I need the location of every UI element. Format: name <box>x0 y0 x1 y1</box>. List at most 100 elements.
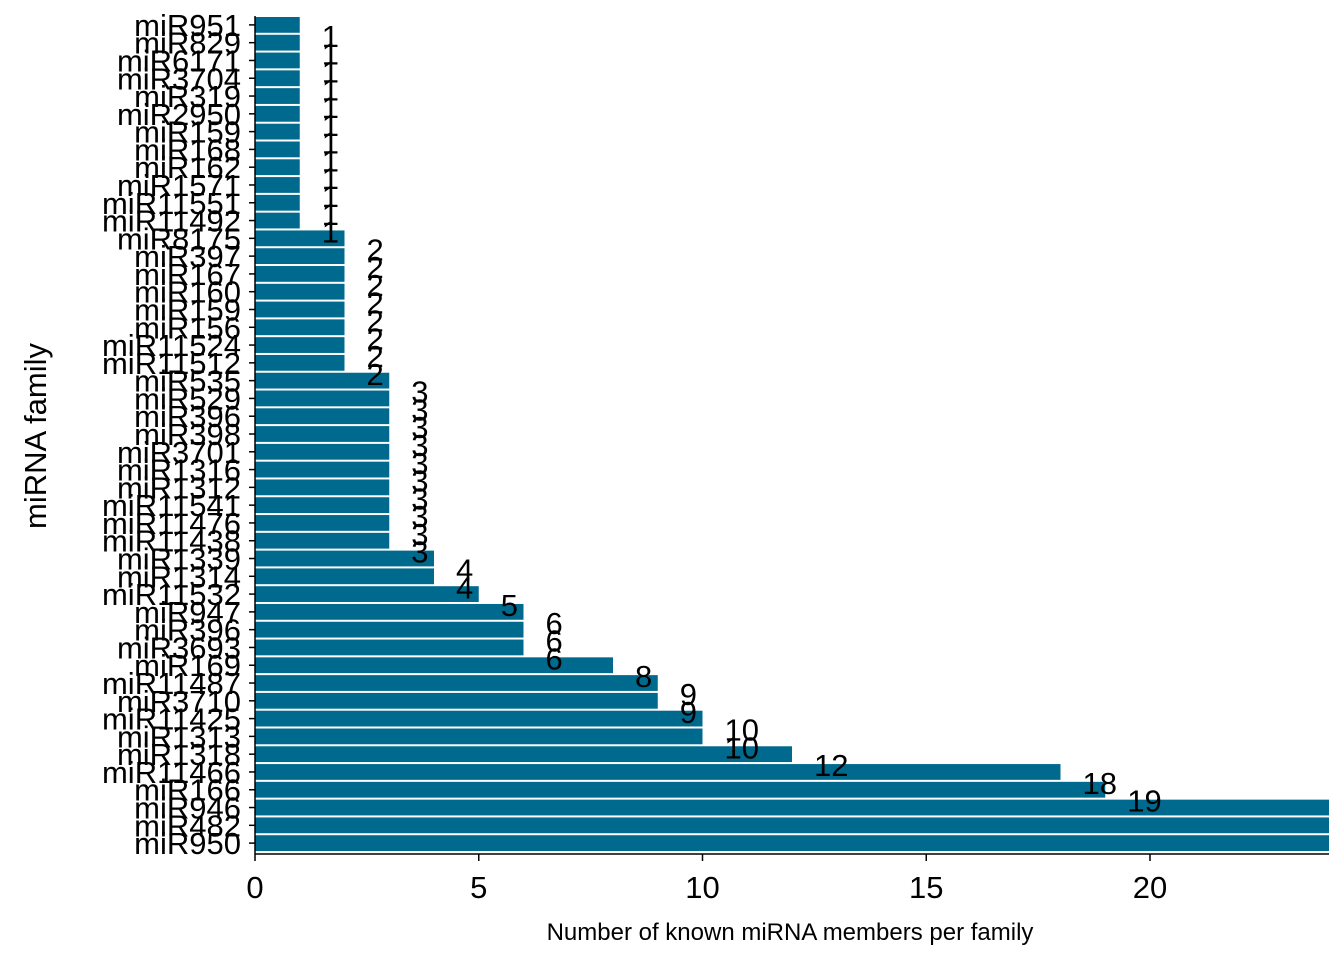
bar <box>255 194 300 211</box>
x-tick-label: 0 <box>246 870 263 905</box>
bar <box>255 764 1061 780</box>
y-tick-label: miR169 <box>134 648 241 683</box>
data-label: 1 <box>322 90 339 125</box>
bar <box>255 34 300 51</box>
bar <box>255 319 345 336</box>
y-tick-label: miR11425 <box>102 702 241 737</box>
y-tick-label: miR1339 <box>117 542 241 577</box>
data-label: 1 <box>322 126 339 161</box>
data-label: 3 <box>411 535 428 570</box>
bar <box>255 88 300 104</box>
data-label: 10 <box>725 713 759 748</box>
y-tick-label: miR8175 <box>117 221 241 256</box>
x-tick-label: 15 <box>909 870 943 905</box>
data-label: 12 <box>814 748 848 783</box>
bar <box>255 479 390 496</box>
bar <box>255 728 703 745</box>
bar <box>255 657 613 674</box>
bar <box>255 817 1329 834</box>
data-label: 3 <box>411 375 428 410</box>
data-label: 2 <box>367 357 384 392</box>
data-label: 3 <box>411 446 428 481</box>
bar <box>255 372 390 389</box>
bar <box>255 603 524 620</box>
y-tick-label: miR166 <box>134 773 241 808</box>
bar <box>255 568 434 585</box>
data-label: 3 <box>411 499 428 534</box>
y-tick-label: miR396 <box>134 399 241 434</box>
bar <box>255 159 300 176</box>
bar <box>255 408 390 425</box>
y-tick-label: miR11476 <box>102 506 241 541</box>
bar <box>255 52 300 69</box>
bar <box>255 123 300 140</box>
bar <box>255 710 703 727</box>
x-tick-label: 20 <box>1133 870 1167 905</box>
data-label: 9 <box>680 677 697 712</box>
data-label: 1 <box>322 179 339 214</box>
x-tick-label: 10 <box>685 870 719 905</box>
bar <box>255 105 300 122</box>
bar <box>255 177 300 193</box>
bar <box>255 515 390 531</box>
bar <box>255 337 345 353</box>
data-label: 10 <box>725 730 759 765</box>
bar <box>255 586 479 602</box>
y-tick-label: miR482 <box>134 808 241 843</box>
y-tick-label: miR11492 <box>102 204 241 239</box>
y-tick-label: miR1318 <box>117 737 241 772</box>
y-tick-label: miR11551 <box>102 186 241 221</box>
data-label: 1 <box>322 108 339 143</box>
data-label: 3 <box>411 464 428 499</box>
bar <box>255 70 300 87</box>
data-label: 6 <box>546 606 563 641</box>
y-tick-label: miR398 <box>134 417 241 452</box>
bar <box>255 301 345 318</box>
data-label: 2 <box>367 232 384 267</box>
data-label: 18 <box>1083 766 1117 801</box>
data-label: 2 <box>367 303 384 338</box>
bar <box>255 639 524 656</box>
y-tick-label: miR167 <box>134 257 241 292</box>
x-axis-title: Number of known miRNA members per family <box>547 919 1034 946</box>
data-label: 3 <box>411 428 428 463</box>
bar <box>255 621 524 638</box>
y-tick-label: miR829 <box>134 26 241 61</box>
data-label: 3 <box>411 392 428 427</box>
bars-group <box>255 17 1329 851</box>
data-label: 19 <box>1127 784 1161 819</box>
bar <box>255 781 1106 798</box>
y-tick-label: miR319 <box>134 79 241 114</box>
bar <box>255 550 434 567</box>
bar <box>255 426 390 442</box>
data-label: 2 <box>367 321 384 356</box>
bar <box>255 17 300 33</box>
data-label: 2 <box>367 339 384 374</box>
y-tick-label: miR1313 <box>117 719 241 754</box>
y-tick-label: miR3693 <box>117 630 241 665</box>
bar <box>255 266 345 282</box>
data-label: 2 <box>367 250 384 285</box>
x-tick-label: 5 <box>470 870 487 905</box>
bar <box>255 497 390 514</box>
y-tick-label: miR160 <box>134 275 241 310</box>
bar <box>255 248 345 265</box>
y-axis-title: miRNA family <box>18 342 53 529</box>
data-label: 1 <box>322 19 339 54</box>
y-tick-label: miR156 <box>134 310 241 345</box>
bar <box>255 354 345 371</box>
data-label: 8 <box>635 659 652 694</box>
y-tick-label: miR396 <box>134 613 241 648</box>
y-tick-label: miR397 <box>134 239 241 274</box>
y-tick-label: miR159 <box>134 115 241 150</box>
bar <box>255 746 792 763</box>
data-label: 4 <box>456 553 473 588</box>
bar <box>255 230 345 247</box>
value-labels-group: 1111111111112222222233333333334456668991… <box>322 19 1162 819</box>
data-label: 1 <box>322 197 339 232</box>
bar <box>255 532 390 549</box>
data-label: 1 <box>322 161 339 196</box>
y-tick-label: miR6171 <box>117 43 241 78</box>
y-tick-label: miR3710 <box>117 684 241 719</box>
